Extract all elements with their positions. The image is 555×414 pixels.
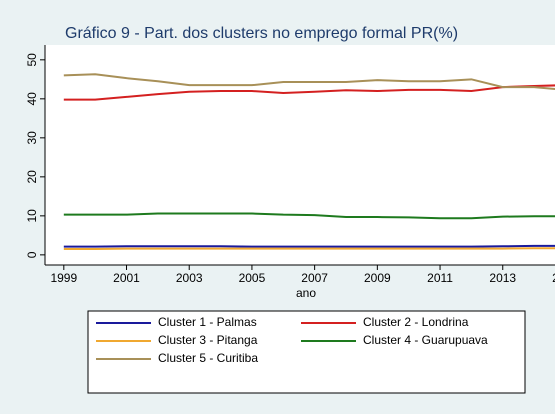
x-tick-label: 2013 bbox=[489, 271, 516, 285]
series-line bbox=[63, 73, 555, 90]
legend-label: Cluster 3 - Pitanga bbox=[158, 333, 258, 347]
x-tick-label: 2009 bbox=[364, 271, 391, 285]
y-tick-label: 0 bbox=[25, 251, 39, 258]
x-tick-label: 2007 bbox=[301, 271, 328, 285]
legend-label: Cluster 4 - Guarupuava bbox=[363, 333, 488, 347]
legend-label: Cluster 2 - Londrina bbox=[363, 315, 469, 329]
x-tick-label: 2001 bbox=[113, 271, 140, 285]
x-tick-label: 2003 bbox=[176, 271, 203, 285]
x-axis-label: ano bbox=[296, 286, 316, 300]
y-tick-label: 10 bbox=[25, 209, 39, 223]
x-tick-label: 2015 bbox=[552, 271, 555, 285]
x-tick-label: 2005 bbox=[239, 271, 266, 285]
series-line bbox=[63, 84, 555, 101]
y-tick-label: 40 bbox=[25, 92, 39, 106]
chart-title: Gráfico 9 - Part. dos clusters no empreg… bbox=[65, 25, 458, 42]
x-tick-label: 1999 bbox=[50, 271, 77, 285]
y-tick-label: 30 bbox=[25, 131, 39, 145]
series-line bbox=[63, 244, 555, 248]
y-tick-label: 20 bbox=[25, 170, 39, 184]
x-tick-label: 2011 bbox=[427, 271, 453, 285]
y-tick-label: 50 bbox=[25, 53, 39, 67]
series-line bbox=[63, 212, 555, 220]
legend-label: Cluster 5 - Curitiba bbox=[158, 351, 258, 365]
legend-label: Cluster 1 - Palmas bbox=[158, 315, 257, 329]
series-line bbox=[63, 247, 555, 251]
legend bbox=[87, 310, 526, 394]
